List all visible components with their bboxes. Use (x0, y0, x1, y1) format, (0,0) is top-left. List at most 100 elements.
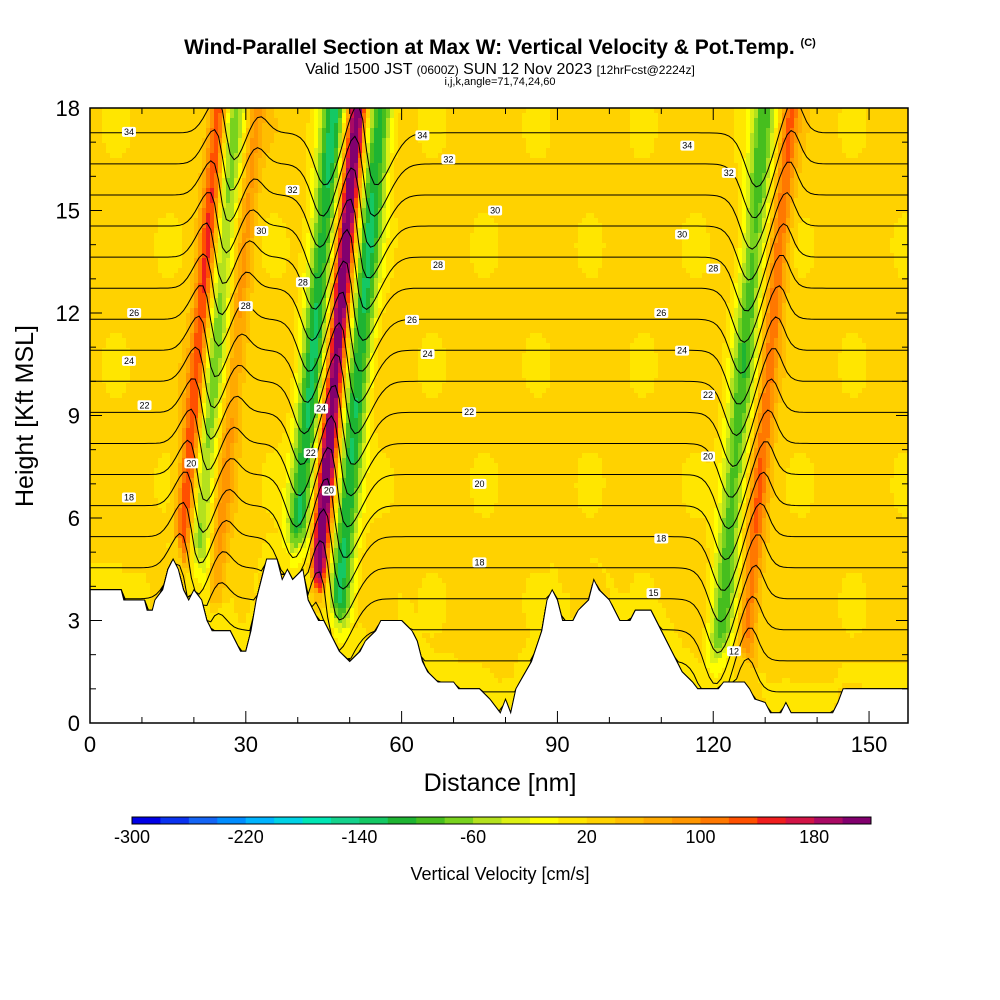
w-cell (214, 188, 219, 194)
w-cell (102, 343, 107, 349)
w-cell (110, 363, 115, 369)
w-cell (166, 428, 171, 434)
w-cell (154, 528, 159, 534)
w-cell (234, 498, 239, 504)
w-cell (222, 288, 227, 294)
w-cell (238, 563, 243, 569)
w-cell (218, 218, 223, 224)
w-cell (154, 363, 159, 369)
w-cell (110, 333, 115, 339)
w-cell (170, 108, 175, 114)
w-cell (106, 473, 111, 479)
w-cell (190, 508, 195, 514)
w-cell (210, 313, 215, 319)
w-cell (250, 403, 255, 409)
w-cell (118, 218, 123, 224)
w-cell (190, 298, 195, 304)
w-cell (218, 318, 223, 324)
w-cell (158, 448, 163, 454)
w-cell (150, 143, 155, 149)
w-cell (106, 338, 111, 344)
w-cell (238, 208, 243, 214)
w-cell (198, 313, 203, 319)
w-cell (158, 183, 163, 189)
w-cell (150, 483, 155, 489)
w-cell (218, 613, 223, 619)
w-cell (206, 128, 211, 134)
w-cell (234, 543, 239, 549)
w-cell (98, 168, 103, 174)
w-cell (126, 328, 131, 334)
w-cell (214, 483, 219, 489)
w-cell (246, 253, 251, 259)
w-cell (122, 143, 127, 149)
w-cell (190, 168, 195, 174)
w-cell (234, 148, 239, 154)
w-cell (242, 233, 247, 239)
w-cell (118, 483, 123, 489)
w-cell (226, 128, 231, 134)
w-cell (126, 213, 131, 219)
w-cell (142, 248, 147, 254)
w-cell (134, 578, 139, 584)
w-cell (134, 263, 139, 269)
w-cell (218, 618, 223, 624)
w-cell (186, 373, 191, 379)
w-cell (118, 408, 123, 414)
w-cell (106, 468, 111, 474)
w-cell (166, 453, 171, 459)
w-cell (146, 523, 151, 529)
w-cell (142, 288, 147, 294)
w-cell (122, 178, 127, 184)
w-cell (106, 133, 111, 139)
w-cell (242, 393, 247, 399)
w-cell (194, 158, 199, 164)
w-cell (246, 418, 251, 424)
w-cell (94, 368, 99, 374)
w-cell (234, 113, 239, 119)
w-cell (190, 313, 195, 319)
w-cell (194, 213, 199, 219)
w-cell (106, 513, 111, 519)
w-cell (110, 578, 115, 584)
w-cell (114, 408, 119, 414)
w-cell (114, 543, 119, 549)
w-cell (190, 378, 195, 384)
w-cell (182, 373, 187, 379)
w-cell (198, 593, 203, 599)
w-cell (166, 138, 171, 144)
w-cell (158, 118, 163, 124)
w-cell (246, 483, 251, 489)
w-cell (150, 368, 155, 374)
w-cell (178, 163, 183, 169)
w-cell (250, 448, 255, 454)
w-cell (166, 383, 171, 389)
w-cell (234, 488, 239, 494)
w-cell (118, 578, 123, 584)
w-cell (166, 178, 171, 184)
w-cell (150, 358, 155, 364)
w-cell (114, 488, 119, 494)
w-cell (246, 323, 251, 329)
w-cell (226, 118, 231, 124)
w-cell (118, 523, 123, 529)
w-cell (230, 133, 235, 139)
w-cell (134, 538, 139, 544)
w-cell (182, 313, 187, 319)
w-cell (138, 188, 143, 194)
w-cell (142, 593, 147, 599)
w-cell (174, 378, 179, 384)
w-cell (178, 313, 183, 319)
w-cell (162, 433, 167, 439)
w-cell (218, 458, 223, 464)
w-cell (106, 168, 111, 174)
w-cell (230, 208, 235, 214)
w-cell (114, 148, 119, 154)
w-cell (234, 518, 239, 524)
w-cell (218, 493, 223, 499)
w-cell (214, 183, 219, 189)
w-cell (106, 213, 111, 219)
w-cell (214, 308, 219, 314)
w-cell (238, 558, 243, 564)
w-cell (162, 383, 167, 389)
